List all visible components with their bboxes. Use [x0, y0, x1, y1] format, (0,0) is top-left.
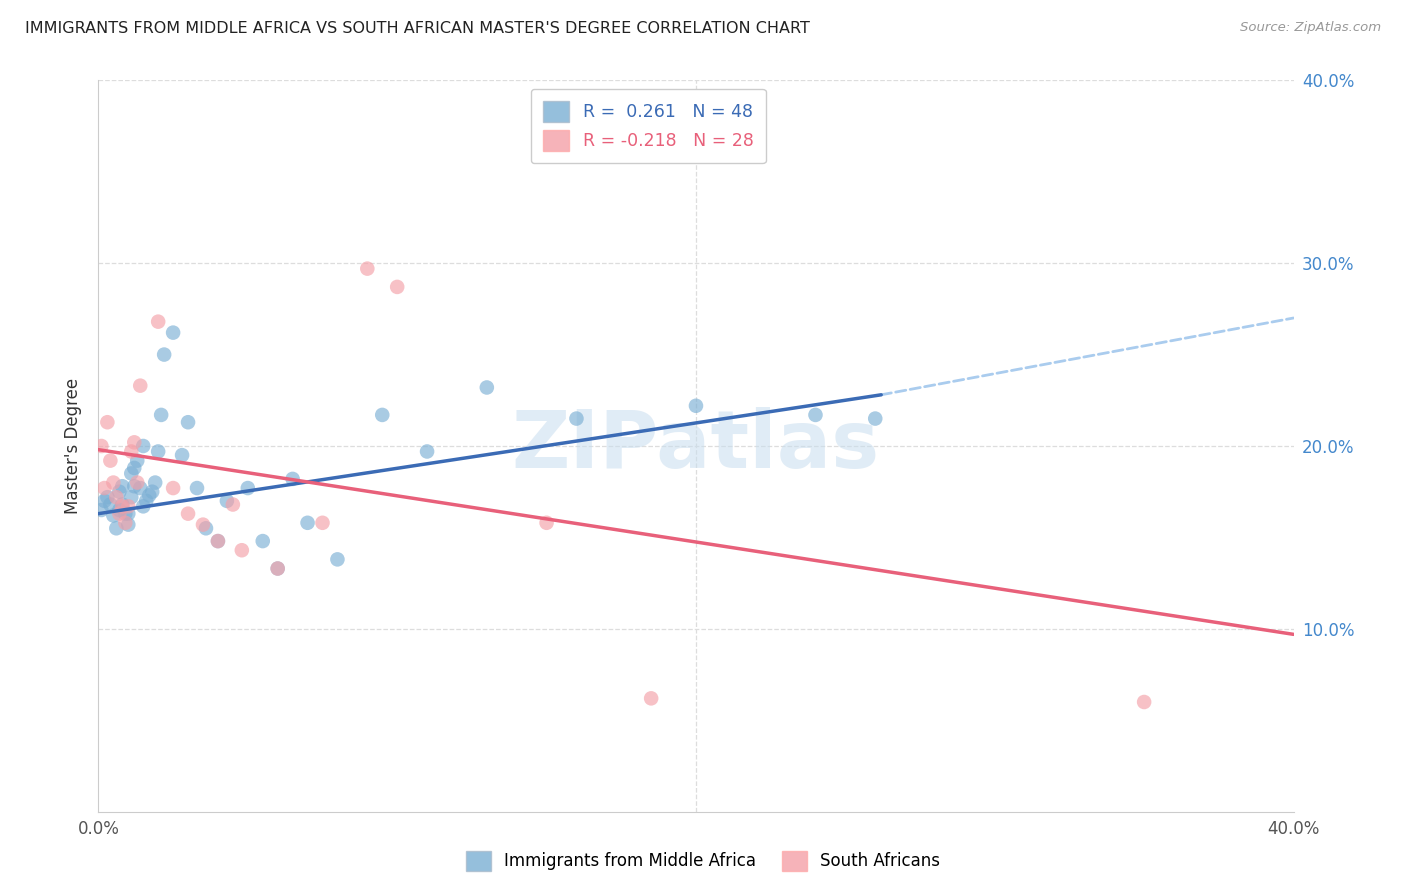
- Point: [685, 399, 707, 413]
- Point: [105, 490, 128, 504]
- Point: [103, 508, 125, 523]
- Point: [143, 475, 166, 490]
- Point: [124, 479, 146, 493]
- Point: [1133, 695, 1156, 709]
- Point: [129, 481, 152, 495]
- Y-axis label: Master's Degree: Master's Degree: [65, 378, 83, 514]
- Point: [416, 444, 439, 458]
- Point: [150, 408, 173, 422]
- Point: [93, 494, 115, 508]
- Point: [124, 461, 146, 475]
- Point: [124, 435, 146, 450]
- Point: [177, 415, 200, 429]
- Point: [311, 516, 333, 530]
- Text: ZIPatlas: ZIPatlas: [512, 407, 880, 485]
- Point: [120, 467, 142, 481]
- Point: [138, 488, 160, 502]
- Point: [236, 481, 259, 495]
- Point: [191, 517, 214, 532]
- Point: [186, 481, 208, 495]
- Point: [252, 534, 274, 549]
- Point: [127, 475, 149, 490]
- Legend: R =  0.261   N = 48, R = -0.218   N = 28: R = 0.261 N = 48, R = -0.218 N = 28: [530, 89, 766, 163]
- Point: [207, 534, 229, 549]
- Point: [207, 534, 229, 549]
- Point: [108, 507, 131, 521]
- Point: [117, 517, 139, 532]
- Point: [90, 503, 112, 517]
- Point: [111, 479, 134, 493]
- Point: [215, 494, 238, 508]
- Point: [93, 481, 115, 495]
- Legend: Immigrants from Middle Africa, South Africans: Immigrants from Middle Africa, South Afr…: [458, 842, 948, 880]
- Point: [135, 494, 157, 508]
- Point: [114, 516, 136, 530]
- Point: [114, 507, 136, 521]
- Point: [148, 315, 170, 329]
- Point: [804, 408, 827, 422]
- Point: [129, 378, 152, 392]
- Point: [117, 500, 139, 514]
- Point: [195, 521, 218, 535]
- Point: [103, 475, 125, 490]
- Point: [90, 439, 112, 453]
- Point: [111, 498, 134, 512]
- Point: [640, 691, 662, 706]
- Point: [356, 261, 378, 276]
- Point: [105, 521, 128, 535]
- Point: [177, 507, 200, 521]
- Point: [120, 490, 142, 504]
- Point: [536, 516, 558, 530]
- Text: IMMIGRANTS FROM MIDDLE AFRICA VS SOUTH AFRICAN MASTER'S DEGREE CORRELATION CHART: IMMIGRANTS FROM MIDDLE AFRICA VS SOUTH A…: [25, 21, 810, 37]
- Point: [96, 490, 118, 504]
- Point: [117, 507, 139, 521]
- Point: [475, 380, 498, 394]
- Point: [297, 516, 319, 530]
- Point: [371, 408, 394, 422]
- Point: [141, 484, 163, 499]
- Point: [98, 498, 122, 512]
- Point: [120, 444, 142, 458]
- Point: [111, 500, 134, 514]
- Point: [162, 481, 184, 495]
- Point: [127, 453, 149, 467]
- Point: [222, 498, 245, 512]
- Point: [98, 453, 122, 467]
- Point: [385, 280, 409, 294]
- Point: [865, 411, 887, 425]
- Point: [148, 444, 170, 458]
- Point: [153, 347, 176, 362]
- Point: [162, 326, 184, 340]
- Point: [231, 543, 253, 558]
- Point: [132, 500, 155, 514]
- Point: [172, 448, 194, 462]
- Point: [267, 561, 290, 575]
- Point: [108, 503, 131, 517]
- Point: [132, 439, 155, 453]
- Point: [281, 472, 304, 486]
- Point: [96, 415, 118, 429]
- Text: Source: ZipAtlas.com: Source: ZipAtlas.com: [1240, 21, 1381, 35]
- Point: [108, 484, 131, 499]
- Point: [565, 411, 588, 425]
- Point: [267, 561, 290, 575]
- Point: [326, 552, 349, 566]
